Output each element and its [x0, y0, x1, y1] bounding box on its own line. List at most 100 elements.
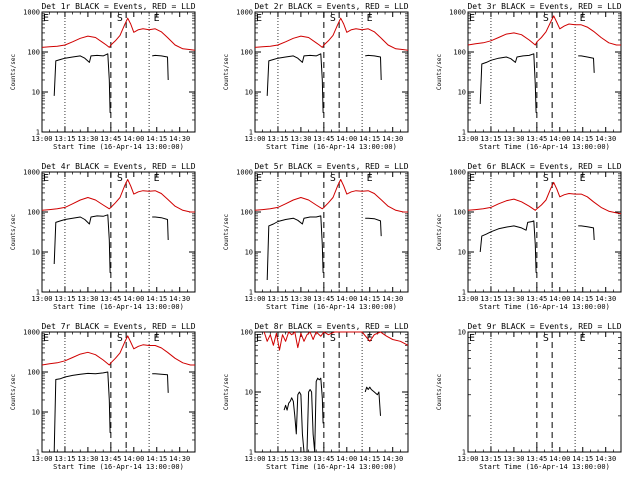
y-tick-label: 10 — [32, 409, 40, 417]
x-tick-label: 14:15 — [359, 295, 380, 303]
series-line — [266, 53, 324, 113]
x-tick-label: 13:15 — [54, 455, 75, 463]
y-tick-label: 10 — [245, 249, 253, 257]
segment-marker-label: E — [43, 333, 49, 344]
x-tick-label: 14:00 — [336, 455, 357, 463]
series-line — [365, 217, 382, 237]
x-tick-label: 14:30 — [382, 455, 403, 463]
segment-marker-label: S — [330, 173, 336, 184]
segment-marker-label: E — [469, 333, 475, 344]
x-tick-label: 14:15 — [572, 295, 593, 303]
x-tick-label: 13:15 — [267, 455, 288, 463]
series-line — [578, 55, 595, 73]
x-tick-label: 14:00 — [123, 455, 144, 463]
series-line — [364, 386, 381, 416]
series-line — [152, 373, 169, 393]
x-tick-label: 14:30 — [382, 135, 403, 143]
chart-panel: Det 3r BLACK = Events, RED = LLD 1 10 100 10… — [436, 2, 622, 151]
chart-title: Det 6r BLACK = Events, RED = LLD — [467, 162, 621, 171]
y-tick-label: 1 — [249, 129, 253, 137]
x-tick-label: 13:30 — [77, 295, 98, 303]
x-tick-label: 13:15 — [480, 135, 501, 143]
chart-title: Det 7r BLACK = Events, RED = LLD — [41, 322, 195, 331]
y-tick-label: 100 — [27, 209, 40, 217]
x-tick-label: 14:30 — [169, 135, 190, 143]
x-tick-label: 13:45 — [313, 135, 334, 143]
chart-title: Det 5r BLACK = Events, RED = LLD — [254, 162, 408, 171]
segment-marker-label: S — [330, 13, 336, 24]
x-tick-label: 13:00 — [244, 135, 265, 143]
y-tick-label: 10 — [458, 89, 466, 97]
x-tick-label: 13:00 — [244, 295, 265, 303]
y-tick-label: 100 — [240, 329, 253, 337]
x-tick-label: 14:00 — [336, 295, 357, 303]
x-tick-label: 13:30 — [77, 455, 98, 463]
x-tick-label: 13:00 — [31, 455, 52, 463]
x-tick-label: 13:30 — [77, 135, 98, 143]
chart-panel: Det 6r BLACK = Events, RED = LLD 1 10 100 10… — [436, 162, 622, 311]
series-line — [467, 15, 621, 46]
y-tick-label: 1000 — [23, 329, 40, 337]
y-tick-label: 100 — [240, 49, 253, 57]
chart-panel: Det 5r BLACK = Events, RED = LLD 1 10 100 10… — [223, 162, 409, 311]
y-tick-label: 1000 — [236, 169, 253, 177]
segment-marker-label: E — [367, 173, 373, 184]
x-tick-label: 13:15 — [267, 295, 288, 303]
series-line — [266, 215, 324, 281]
segment-marker-label: E — [256, 13, 262, 24]
y-axis-label: Counts/sec — [10, 214, 17, 251]
y-axis-label: Counts/sec — [436, 214, 443, 251]
segment-marker-label: S — [117, 13, 123, 24]
segment-marker-label: E — [580, 333, 586, 344]
x-tick-label: 13:45 — [526, 455, 547, 463]
x-tick-label: 13:45 — [313, 295, 334, 303]
series-line — [365, 54, 382, 81]
segment-marker-label: E — [469, 173, 475, 184]
x-tick-label: 14:30 — [382, 295, 403, 303]
segment-marker-label: E — [580, 13, 586, 24]
x-tick-label: 13:15 — [54, 295, 75, 303]
series-line — [263, 331, 409, 351]
x-axis-label: Start Time (16-Apr-14 13:00:00) — [53, 143, 184, 151]
y-tick-label: 1000 — [236, 9, 253, 17]
x-tick-label: 13:45 — [313, 455, 334, 463]
y-axis-label: Counts/sec — [223, 214, 230, 251]
y-axis-label: Counts/sec — [223, 54, 230, 91]
segment-marker-label: S — [330, 333, 336, 344]
series-line — [53, 214, 111, 273]
series-line — [53, 53, 111, 113]
series-line — [479, 220, 537, 273]
y-axis-label: Counts/sec — [436, 54, 443, 91]
chart-panel: Det 9r BLACK = Events, RED = LLD 1 10 13:00… — [436, 322, 622, 471]
x-tick-label: 13:30 — [290, 455, 311, 463]
segment-marker-label: S — [543, 173, 549, 184]
series-line — [467, 181, 622, 215]
y-axis-label: Counts/sec — [223, 374, 230, 411]
y-tick-label: 1 — [462, 289, 466, 297]
x-tick-label: 13:15 — [54, 135, 75, 143]
x-axis-label: Start Time (16-Apr-14 13:00:00) — [266, 463, 397, 471]
series-line — [41, 179, 195, 213]
y-tick-label: 1000 — [449, 169, 466, 177]
series-line — [53, 371, 111, 453]
x-tick-label: 14:30 — [595, 135, 616, 143]
chart-title: Det 1r BLACK = Events, RED = LLD — [41, 2, 195, 11]
x-tick-label: 14:15 — [146, 455, 167, 463]
series-line — [283, 377, 324, 453]
x-tick-label: 13:45 — [100, 135, 121, 143]
x-tick-label: 13:00 — [31, 135, 52, 143]
chart-panel: Det 4r BLACK = Events, RED = LLD 1 10 100 10… — [10, 162, 196, 311]
x-tick-label: 13:30 — [503, 135, 524, 143]
y-tick-label: 1000 — [23, 9, 40, 17]
chart-panel: Det 2r BLACK = Events, RED = LLD 1 10 100 10… — [223, 2, 409, 151]
y-tick-label: 1000 — [449, 9, 466, 17]
x-tick-label: 14:00 — [123, 295, 144, 303]
x-tick-label: 14:00 — [549, 135, 570, 143]
x-tick-label: 13:00 — [31, 295, 52, 303]
x-tick-label: 13:45 — [526, 135, 547, 143]
x-tick-label: 14:30 — [169, 455, 190, 463]
x-tick-label: 13:30 — [290, 135, 311, 143]
chart-panel: Det 1r BLACK = Events, RED = LLD 1 10 100 10… — [10, 2, 196, 151]
x-tick-label: 14:30 — [169, 295, 190, 303]
